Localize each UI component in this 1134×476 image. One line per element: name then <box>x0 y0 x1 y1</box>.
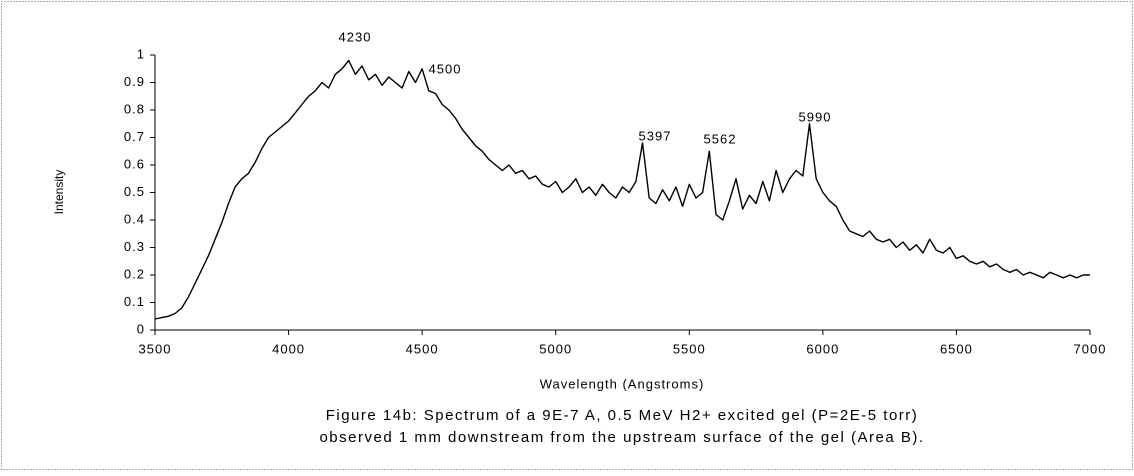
peak-annotation: 4500 <box>429 61 462 76</box>
y-tick-label: 0.5 <box>124 184 145 199</box>
x-tick-label: 3500 <box>139 341 172 356</box>
y-axis-label: Intensity <box>52 170 66 215</box>
caption-line: observed 1 mm downstream from the upstre… <box>319 429 924 446</box>
y-tick-label: 0.1 <box>124 294 145 309</box>
x-axis-label: Wavelength (Angstroms) <box>540 376 705 391</box>
y-tick-label: 0.2 <box>124 266 145 281</box>
peak-annotation: 5397 <box>639 128 672 143</box>
x-tick-label: 4000 <box>272 341 305 356</box>
x-tick-label: 4500 <box>406 341 439 356</box>
x-tick-label: 5000 <box>539 341 572 356</box>
caption-line: Figure 14b: Spectrum of a 9E-7 A, 0.5 Me… <box>326 407 919 424</box>
x-tick-label: 6000 <box>806 341 839 356</box>
y-tick-label: 0.6 <box>124 156 145 171</box>
peak-annotation: 4230 <box>339 29 372 44</box>
peak-annotation: 5562 <box>704 131 737 146</box>
y-tick-label: 0.7 <box>124 129 145 144</box>
y-tick-label: 0.4 <box>124 211 145 226</box>
x-tick-label: 7000 <box>1074 341 1107 356</box>
y-tick-label: 0 <box>137 321 145 336</box>
y-tick-label: 1 <box>137 46 145 61</box>
x-tick-label: 6500 <box>940 341 973 356</box>
y-tick-label: 0.9 <box>124 74 145 89</box>
spectrum-line <box>154 59 1090 320</box>
x-tick-label: 5500 <box>673 341 706 356</box>
peak-annotation: 5990 <box>799 109 832 124</box>
y-tick-label: 0.8 <box>124 101 145 116</box>
y-tick-label: 0.3 <box>124 239 145 254</box>
